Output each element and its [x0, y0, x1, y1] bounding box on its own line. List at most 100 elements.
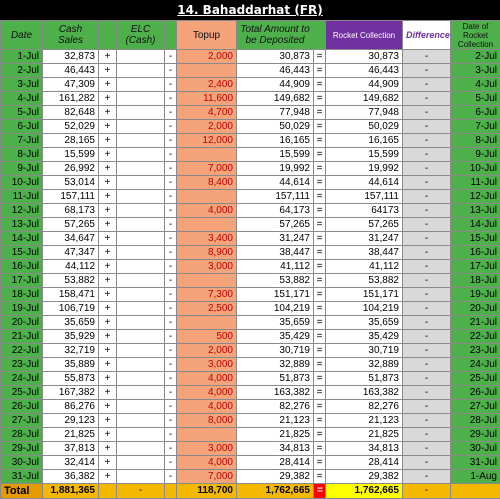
rocket-date-cell[interactable]: 4-Jul	[451, 78, 500, 92]
elc-cell[interactable]	[117, 386, 165, 400]
elc-cell[interactable]	[117, 134, 165, 148]
elc-cell[interactable]	[117, 218, 165, 232]
topup-cell[interactable]: 11,600	[177, 92, 237, 106]
elc-cell[interactable]	[117, 400, 165, 414]
rocket-date-cell[interactable]: 2-Jul	[451, 50, 500, 64]
elc-cell[interactable]	[117, 302, 165, 316]
topup-cell[interactable]: 4,700	[177, 106, 237, 120]
elc-cell[interactable]	[117, 442, 165, 456]
rocket-date-cell[interactable]: 19-Jul	[451, 288, 500, 302]
cash-sales-cell[interactable]: 37,813	[43, 442, 99, 456]
elc-cell[interactable]	[117, 470, 165, 484]
topup-cell[interactable]	[177, 218, 237, 232]
cash-sales-cell[interactable]: 157,111	[43, 190, 99, 204]
header-cash-sales[interactable]: Cash Sales	[43, 21, 99, 50]
difference-cell[interactable]: -	[403, 246, 451, 260]
cash-sales-cell[interactable]: 32,873	[43, 50, 99, 64]
difference-cell[interactable]: -	[403, 400, 451, 414]
topup-cell[interactable]	[177, 190, 237, 204]
difference-cell[interactable]: -	[403, 176, 451, 190]
rocket-collection-cell[interactable]: 50,029	[326, 120, 403, 134]
totals-rocket[interactable]: 1,762,665	[326, 484, 403, 499]
rocket-date-cell[interactable]: 28-Jul	[451, 414, 500, 428]
row-date[interactable]: 8-Jul	[1, 148, 43, 162]
cash-sales-cell[interactable]: 32,414	[43, 456, 99, 470]
rocket-date-cell[interactable]: 5-Jul	[451, 92, 500, 106]
elc-cell[interactable]	[117, 190, 165, 204]
total-amount-cell[interactable]: 46,443	[237, 64, 314, 78]
topup-cell[interactable]	[177, 274, 237, 288]
difference-cell[interactable]: -	[403, 358, 451, 372]
totals-difference[interactable]: -	[403, 484, 451, 499]
elc-cell[interactable]	[117, 148, 165, 162]
row-date[interactable]: 17-Jul	[1, 274, 43, 288]
elc-cell[interactable]	[117, 428, 165, 442]
row-date[interactable]: 11-Jul	[1, 190, 43, 204]
cash-sales-cell[interactable]: 34,647	[43, 232, 99, 246]
topup-cell[interactable]: 4,000	[177, 386, 237, 400]
cash-sales-cell[interactable]: 161,282	[43, 92, 99, 106]
total-amount-cell[interactable]: 64,173	[237, 204, 314, 218]
row-date[interactable]: 7-Jul	[1, 134, 43, 148]
elc-cell[interactable]	[117, 162, 165, 176]
total-amount-cell[interactable]: 35,659	[237, 316, 314, 330]
row-date[interactable]: 21-Jul	[1, 330, 43, 344]
row-date[interactable]: 3-Jul	[1, 78, 43, 92]
elc-cell[interactable]	[117, 50, 165, 64]
elc-cell[interactable]	[117, 106, 165, 120]
difference-cell[interactable]: -	[403, 316, 451, 330]
rocket-date-cell[interactable]: 25-Jul	[451, 372, 500, 386]
cash-sales-cell[interactable]: 47,347	[43, 246, 99, 260]
row-date[interactable]: 22-Jul	[1, 344, 43, 358]
rocket-date-cell[interactable]: 12-Jul	[451, 190, 500, 204]
rocket-collection-cell[interactable]: 30,719	[326, 344, 403, 358]
totals-cash[interactable]: 1,881,365	[43, 484, 99, 499]
cash-sales-cell[interactable]: 68,173	[43, 204, 99, 218]
elc-cell[interactable]	[117, 92, 165, 106]
elc-cell[interactable]	[117, 274, 165, 288]
rocket-collection-cell[interactable]: 151,171	[326, 288, 403, 302]
difference-cell[interactable]: -	[403, 190, 451, 204]
topup-cell[interactable]: 2,500	[177, 302, 237, 316]
topup-cell[interactable]: 7,000	[177, 470, 237, 484]
total-amount-cell[interactable]: 38,447	[237, 246, 314, 260]
row-date[interactable]: 29-Jul	[1, 442, 43, 456]
cash-sales-cell[interactable]: 15,599	[43, 148, 99, 162]
totals-elc[interactable]: -	[117, 484, 165, 499]
rocket-collection-cell[interactable]: 57,265	[326, 218, 403, 232]
difference-cell[interactable]: -	[403, 64, 451, 78]
difference-cell[interactable]: -	[403, 162, 451, 176]
difference-cell[interactable]: -	[403, 78, 451, 92]
total-amount-cell[interactable]: 29,382	[237, 470, 314, 484]
header-date[interactable]: Date	[1, 21, 43, 50]
cash-sales-cell[interactable]: 26,992	[43, 162, 99, 176]
rocket-collection-cell[interactable]: 41,112	[326, 260, 403, 274]
total-amount-cell[interactable]: 32,889	[237, 358, 314, 372]
topup-cell[interactable]: 4,000	[177, 204, 237, 218]
cash-sales-cell[interactable]: 44,112	[43, 260, 99, 274]
row-date[interactable]: 4-Jul	[1, 92, 43, 106]
row-date[interactable]: 14-Jul	[1, 232, 43, 246]
elc-cell[interactable]	[117, 330, 165, 344]
rocket-collection-cell[interactable]: 35,659	[326, 316, 403, 330]
total-amount-cell[interactable]: 53,882	[237, 274, 314, 288]
total-amount-cell[interactable]: 157,111	[237, 190, 314, 204]
rocket-date-cell[interactable]: 16-Jul	[451, 246, 500, 260]
row-date[interactable]: 16-Jul	[1, 260, 43, 274]
difference-cell[interactable]: -	[403, 288, 451, 302]
row-date[interactable]: 2-Jul	[1, 64, 43, 78]
rocket-collection-cell[interactable]: 77,948	[326, 106, 403, 120]
total-amount-cell[interactable]: 41,112	[237, 260, 314, 274]
total-amount-cell[interactable]: 16,165	[237, 134, 314, 148]
cash-sales-cell[interactable]: 36,382	[43, 470, 99, 484]
topup-cell[interactable]: 500	[177, 330, 237, 344]
total-amount-cell[interactable]: 77,948	[237, 106, 314, 120]
topup-cell[interactable]: 3,000	[177, 358, 237, 372]
elc-cell[interactable]	[117, 288, 165, 302]
row-date[interactable]: 23-Jul	[1, 358, 43, 372]
row-date[interactable]: 13-Jul	[1, 218, 43, 232]
total-amount-cell[interactable]: 19,992	[237, 162, 314, 176]
rocket-collection-cell[interactable]: 15,599	[326, 148, 403, 162]
total-amount-cell[interactable]: 57,265	[237, 218, 314, 232]
total-amount-cell[interactable]: 30,719	[237, 344, 314, 358]
